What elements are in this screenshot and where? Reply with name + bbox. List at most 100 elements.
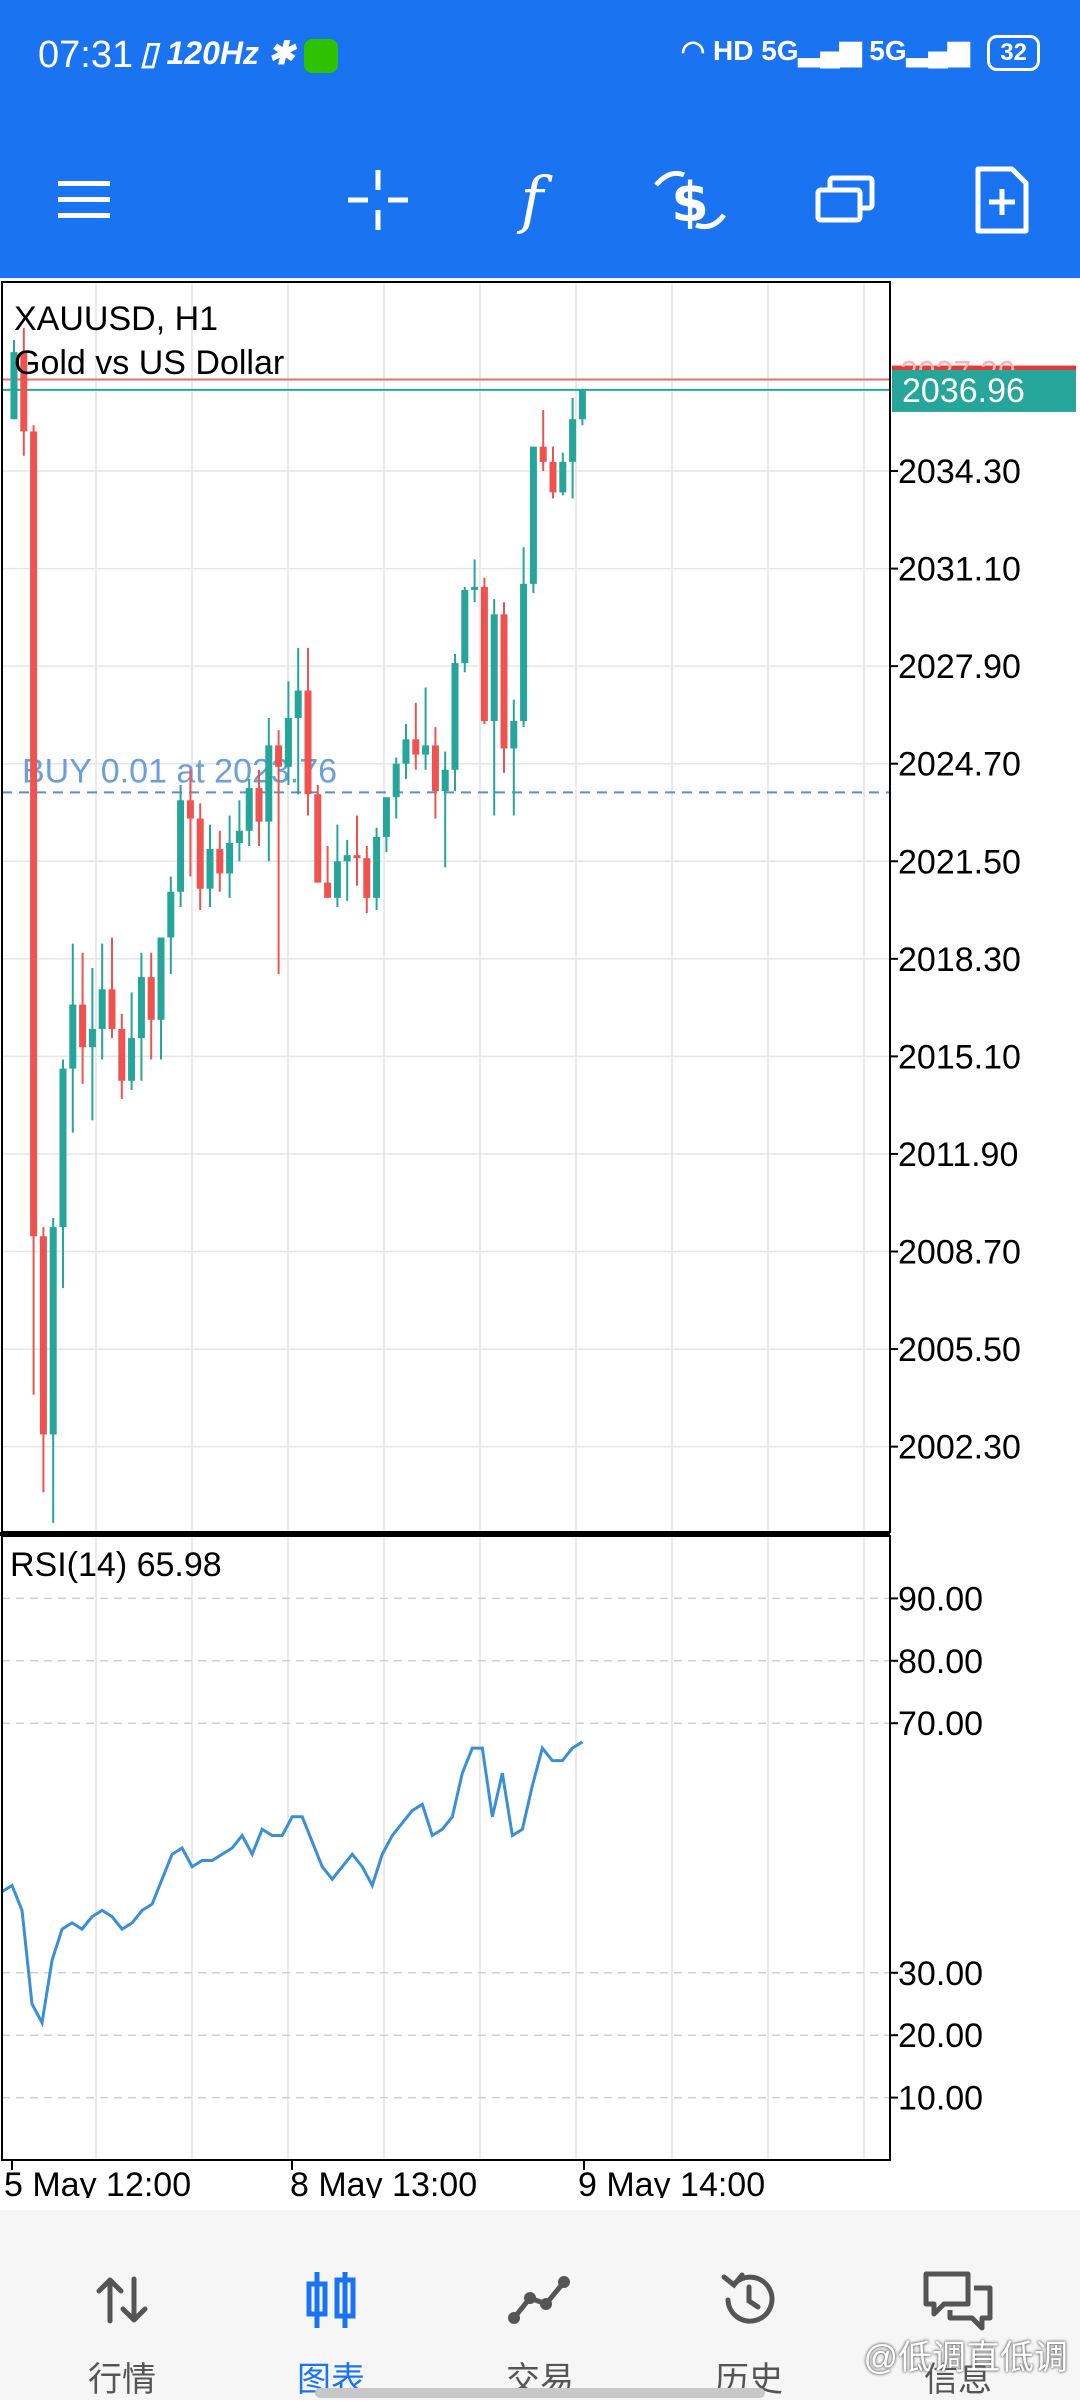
nav-label: 行情 — [88, 2361, 156, 2399]
price-chart-svg[interactable]: BUY 0.01 at 2023.76 2037.302036.96 XAUUS… — [0, 278, 1080, 2204]
nav-quotes[interactable]: 行情 — [47, 2210, 197, 2400]
bid-price-label: 2036.96 — [902, 372, 1025, 410]
candle-body — [157, 937, 165, 1020]
quotes-arrows-icon — [47, 2260, 197, 2340]
candle-body — [343, 855, 351, 862]
candle-body — [137, 977, 145, 1039]
rsi-tick-label: 30.00 — [898, 1955, 983, 1993]
candle-body — [196, 818, 204, 889]
candle-body — [20, 352, 28, 432]
nav-label: 信息 — [924, 2361, 992, 2399]
crosshair-icon[interactable] — [328, 150, 428, 250]
candle-body — [79, 1004, 87, 1048]
candle-body — [226, 842, 234, 874]
candle-body — [235, 830, 243, 843]
candle-body — [382, 797, 390, 837]
trade-icon[interactable]: $ — [640, 150, 740, 250]
nav-chart[interactable]: 图表 — [256, 2210, 406, 2400]
rsi-label: RSI(14) 65.98 — [10, 1546, 222, 1584]
candle-body — [275, 745, 283, 767]
time-axis-label: 8 May 13:00 — [290, 2166, 477, 2198]
candle-body — [333, 861, 341, 898]
time-axis-label: 5 May 12:00 — [4, 2166, 191, 2198]
vibrate-icon: ▯ — [140, 35, 158, 71]
status-bar: 07:31 ▯ 120Hz ✱ ◠ HD 5G▂▄▆ 5G▂▄▆ 32 — [0, 0, 1080, 110]
candle-body — [255, 788, 263, 822]
candle-body — [128, 1038, 136, 1081]
y-tick-label: 2011.90 — [898, 1136, 1018, 1174]
candle-body — [490, 614, 498, 722]
candle-body — [471, 586, 479, 590]
candle-body — [529, 446, 537, 584]
candle-body — [431, 745, 439, 792]
candle-body — [480, 586, 488, 722]
candle-body — [578, 389, 586, 420]
candle-body — [520, 583, 528, 722]
wechat-icon — [303, 38, 338, 73]
candle-body — [569, 419, 577, 462]
buy-position-label: BUY 0.01 at 2023.76 — [22, 752, 337, 790]
candle-body — [510, 721, 518, 749]
y-tick-label: 2027.90 — [898, 648, 1021, 686]
candle-body — [500, 614, 508, 749]
candle-body — [88, 1028, 96, 1048]
candle-body — [186, 800, 194, 819]
candle-body — [167, 891, 175, 938]
y-tick-label: 2024.70 — [898, 746, 1021, 784]
indicators-icon[interactable]: f — [482, 150, 582, 250]
candle-body — [304, 690, 312, 795]
signal-5g-icon: 5G▂▄▆ — [761, 35, 862, 66]
nav-messages[interactable]: 信息 — [883, 2210, 1033, 2400]
candle-body — [118, 1028, 126, 1081]
network-type: HD — [712, 35, 754, 66]
nav-history[interactable]: 历史 — [674, 2210, 824, 2400]
candle-body — [353, 855, 361, 859]
candle-body — [451, 663, 459, 770]
nav-trade[interactable]: 交易 — [465, 2210, 615, 2400]
messages-icon — [883, 2260, 1033, 2340]
candle-body — [245, 788, 253, 831]
rsi-tick-label: 80.00 — [898, 1643, 983, 1681]
candle-body — [461, 589, 469, 664]
y-tick-label: 2031.10 — [898, 551, 1021, 589]
menu-icon[interactable] — [34, 150, 134, 250]
refresh-rate: 120Hz — [166, 35, 260, 71]
candle-body — [412, 739, 420, 755]
chart-toolbar: f $ — [0, 150, 1080, 250]
app-header: 07:31 ▯ 120Hz ✱ ◠ HD 5G▂▄▆ 5G▂▄▆ 32 f $ — [0, 0, 1080, 278]
y-tick-label: 2018.30 — [898, 941, 1021, 979]
new-order-icon[interactable] — [952, 150, 1052, 250]
status-time: 07:31 — [38, 34, 134, 76]
svg-text:$: $ — [671, 171, 709, 234]
rsi-tick-label: 70.00 — [898, 1705, 983, 1743]
candle-body — [324, 882, 332, 898]
signal-5g-icon: 5G▂▄▆ — [869, 35, 970, 66]
candle-body — [422, 745, 430, 755]
chart-area[interactable]: BUY 0.01 at 2023.76 2037.302036.96 XAUUS… — [0, 278, 1080, 2204]
y-tick-label: 2005.50 — [898, 1331, 1021, 1369]
timeframe-windows-icon[interactable] — [796, 150, 896, 250]
rsi-tick-label: 90.00 — [898, 1580, 983, 1618]
trade-line-icon — [465, 2260, 615, 2340]
y-tick-label: 2008.70 — [898, 1234, 1021, 1272]
candle-body — [206, 849, 214, 889]
status-left-icons: ▯ 120Hz ✱ — [140, 34, 338, 73]
candle-body — [49, 1227, 57, 1435]
svg-text:f: f — [517, 165, 554, 235]
time-axis-label: 9 May 14:00 — [578, 2166, 765, 2198]
candle-body — [559, 461, 567, 493]
candle-body — [539, 446, 547, 462]
candle-body — [373, 836, 381, 898]
bid-price-tag — [892, 369, 1076, 412]
chart-candles-icon — [256, 2260, 406, 2340]
home-indicator[interactable] — [315, 2388, 765, 2398]
candle-body — [294, 690, 302, 718]
status-right-icons: ◠ HD 5G▂▄▆ 5G▂▄▆ 32 — [681, 34, 1040, 71]
candle-body — [402, 739, 410, 764]
rsi-tick-label: 20.00 — [898, 2017, 983, 2055]
rsi-tick-label: 10.00 — [898, 2080, 983, 2118]
candle-body — [98, 989, 106, 1029]
candle-body — [363, 858, 371, 898]
y-tick-label: 2015.10 — [898, 1038, 1021, 1076]
candle-body — [147, 977, 155, 1020]
